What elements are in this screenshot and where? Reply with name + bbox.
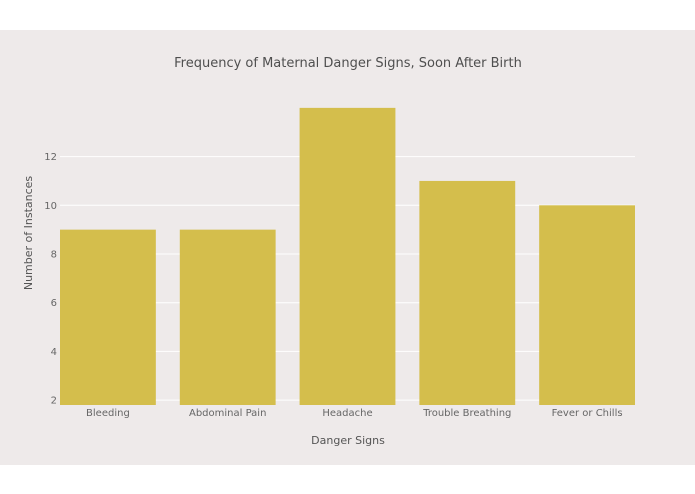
x-tick-label: Abdominal Pain [189,408,266,419]
y-tick-label: 4 [51,347,57,358]
x-tick-label: Bleeding [86,408,130,419]
bar[interactable] [299,107,396,405]
y-tick-label: 12 [44,152,57,163]
x-tick-label: Fever or Chills [552,408,623,419]
chart-title: Frequency of Maternal Danger Signs, Soon… [174,56,522,71]
bars [60,107,635,405]
bar[interactable] [179,229,276,405]
x-tick-label: Trouble Breathing [422,408,511,419]
y-tick-labels: 2 4 6 8 10 12 [44,152,57,407]
bar[interactable] [539,205,635,405]
bar-chart: 2 4 6 8 10 12 Bleeding Abdominal Pain Headache T… [0,30,695,465]
y-tick-label: 2 [51,396,57,407]
bar[interactable] [419,180,516,405]
x-tick-labels: Bleeding Abdominal Pain Headache Trouble Br… [86,408,623,419]
chart-panel: 2 4 6 8 10 12 Bleeding Abdominal Pain Headache T… [0,30,695,465]
y-axis-title: Number of Instances [22,176,35,291]
x-tick-label: Headache [322,408,372,419]
bar[interactable] [60,229,156,405]
y-tick-label: 10 [44,201,57,212]
y-tick-label: 8 [51,250,57,261]
x-axis-title: Danger Signs [311,434,385,447]
y-tick-label: 6 [51,298,57,309]
